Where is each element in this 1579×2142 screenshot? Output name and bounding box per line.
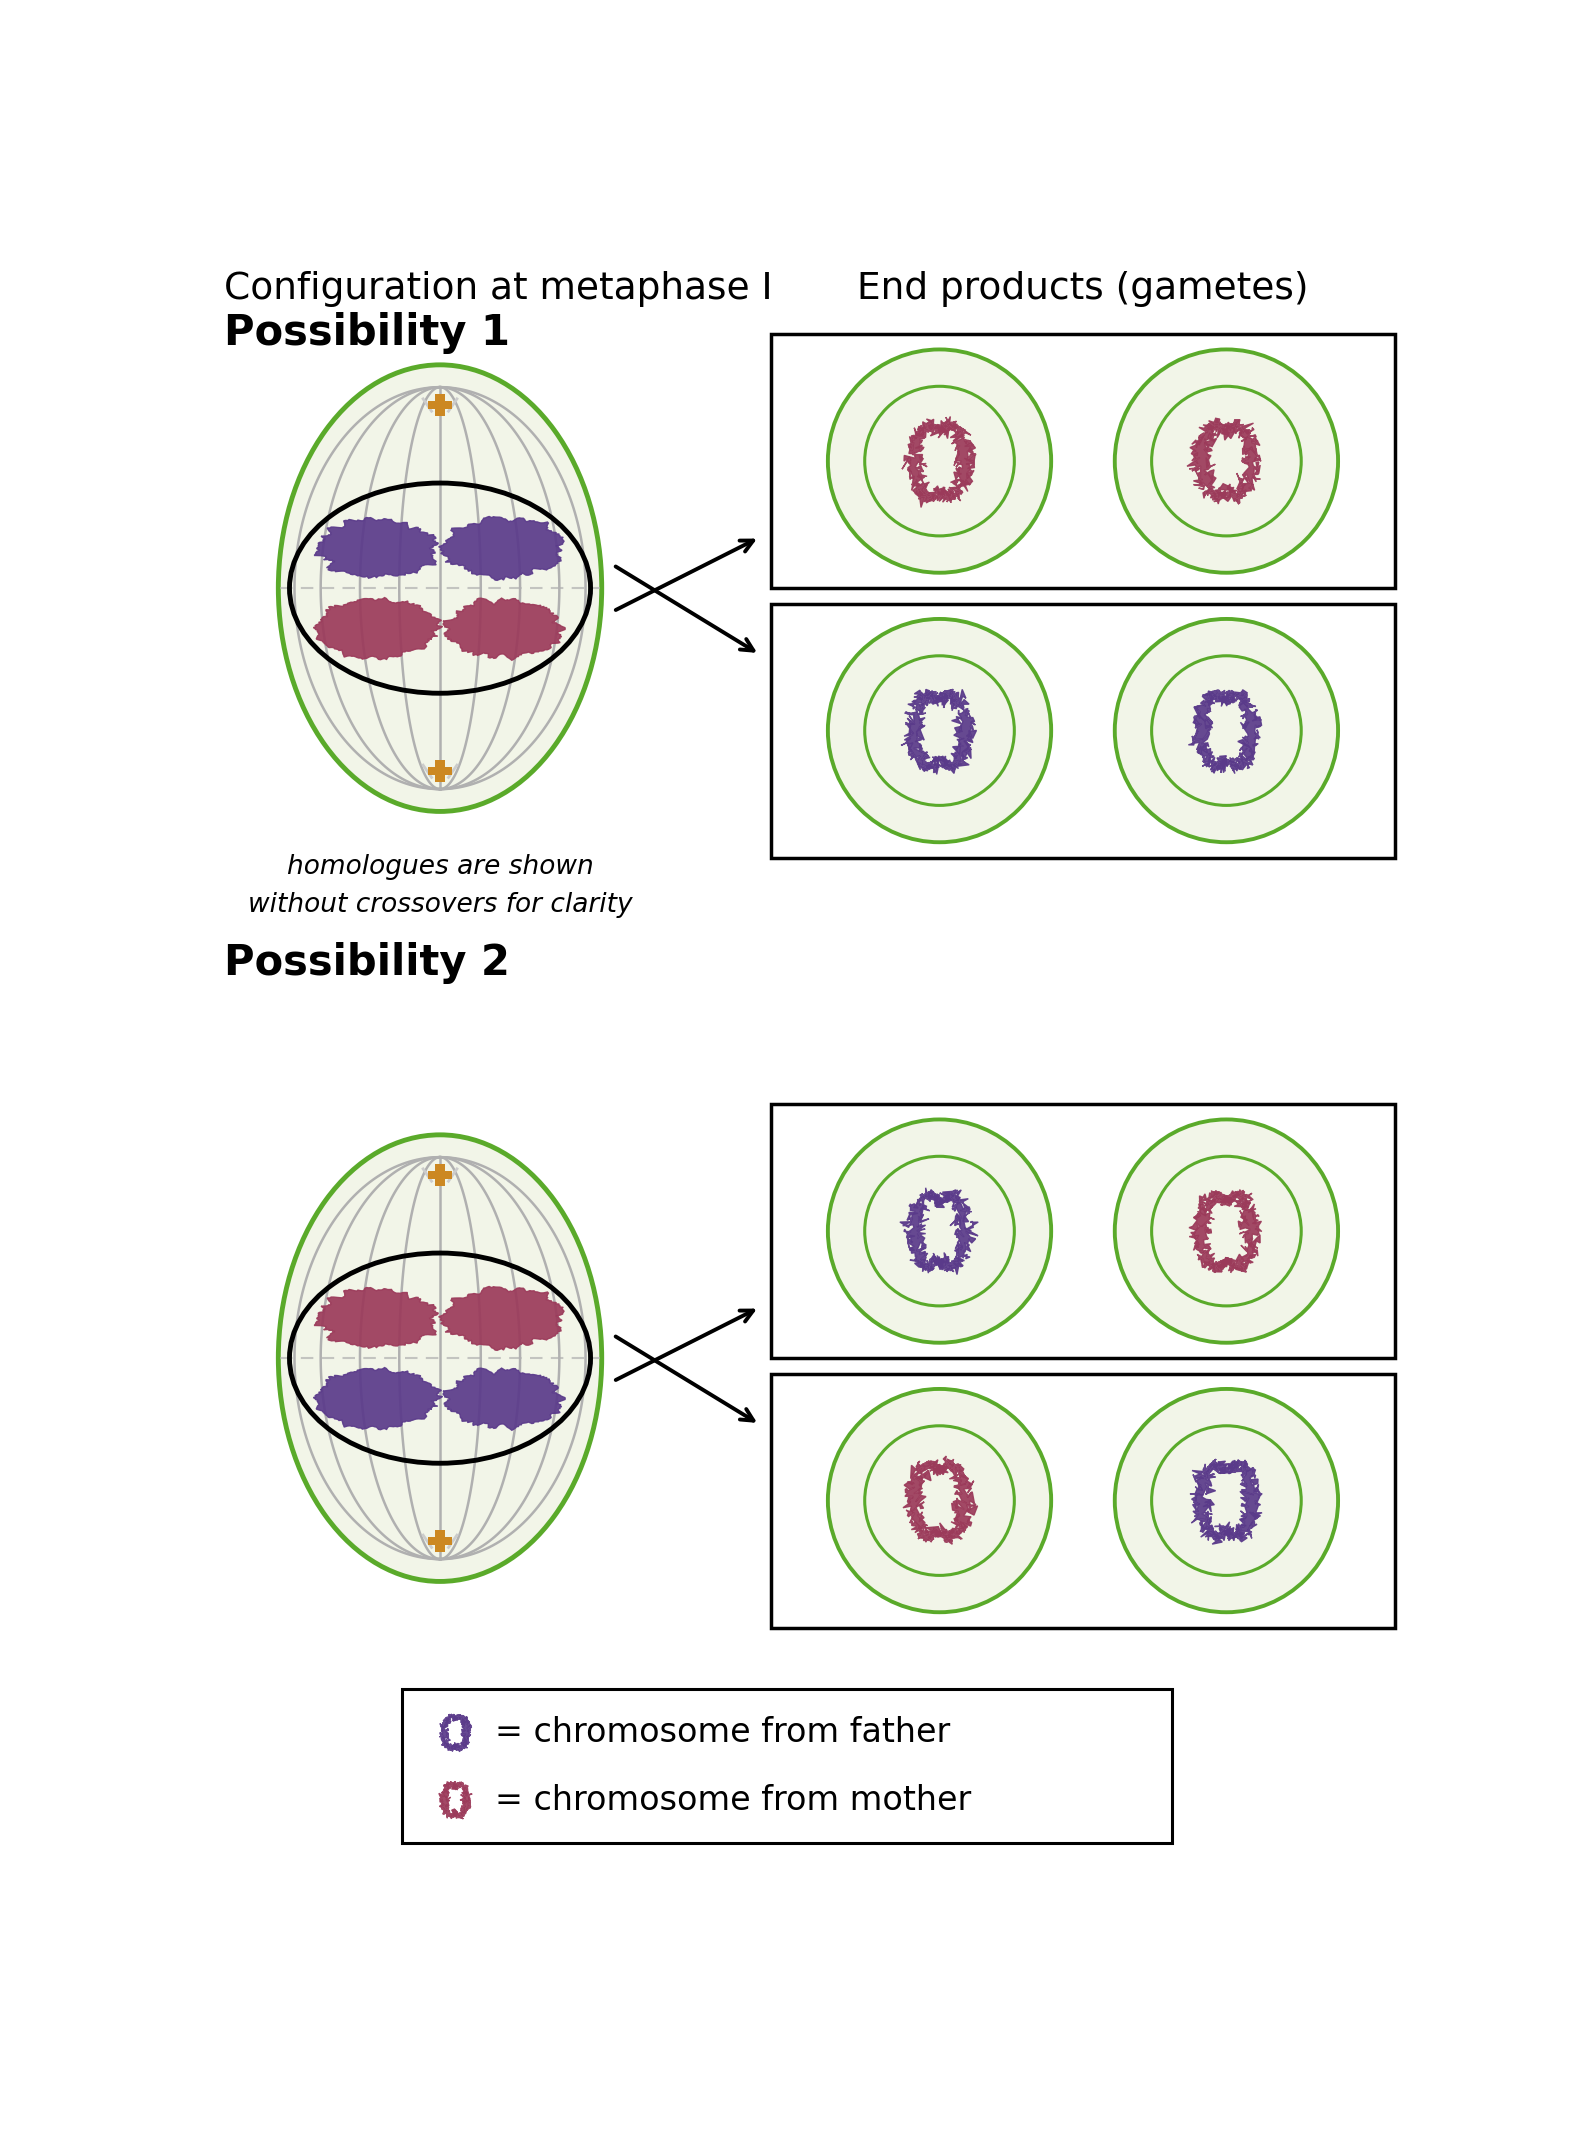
Circle shape xyxy=(827,349,1052,572)
Circle shape xyxy=(827,619,1052,842)
Polygon shape xyxy=(902,420,947,508)
Circle shape xyxy=(1115,1120,1337,1343)
Bar xyxy=(434,1165,445,1187)
Circle shape xyxy=(865,655,1014,805)
Text: homologues are shown
without crossovers for clarity: homologues are shown without crossovers … xyxy=(248,855,632,917)
Circle shape xyxy=(827,1388,1052,1613)
Polygon shape xyxy=(313,598,442,660)
Polygon shape xyxy=(1221,1459,1262,1542)
Circle shape xyxy=(827,1120,1052,1343)
Text: = chromosome from father: = chromosome from father xyxy=(496,1716,951,1748)
Circle shape xyxy=(1151,1427,1301,1574)
Bar xyxy=(401,1690,1172,1844)
Polygon shape xyxy=(439,1782,458,1819)
Polygon shape xyxy=(313,1367,442,1429)
Circle shape xyxy=(865,1427,1014,1574)
Ellipse shape xyxy=(278,364,602,812)
Circle shape xyxy=(865,1157,1014,1307)
Polygon shape xyxy=(932,690,976,773)
Bar xyxy=(434,394,445,416)
Polygon shape xyxy=(903,1459,947,1542)
Polygon shape xyxy=(1189,1191,1233,1272)
Polygon shape xyxy=(1191,1459,1235,1544)
Ellipse shape xyxy=(278,1135,602,1581)
Polygon shape xyxy=(439,1287,564,1349)
Circle shape xyxy=(1151,1157,1301,1307)
Text: Configuration at metaphase I: Configuration at metaphase I xyxy=(224,270,774,306)
Polygon shape xyxy=(930,1457,977,1544)
Bar xyxy=(434,760,445,782)
Bar xyxy=(434,1532,445,1553)
Polygon shape xyxy=(1187,418,1238,503)
Bar xyxy=(771,334,1394,589)
Bar xyxy=(428,767,452,775)
Bar xyxy=(771,1373,1394,1628)
Polygon shape xyxy=(452,1714,472,1752)
Polygon shape xyxy=(1189,690,1235,773)
Polygon shape xyxy=(314,518,439,578)
Text: = chromosome from mother: = chromosome from mother xyxy=(496,1784,971,1816)
Polygon shape xyxy=(933,1189,979,1274)
Polygon shape xyxy=(444,598,565,660)
Polygon shape xyxy=(439,516,564,580)
Polygon shape xyxy=(900,1189,949,1272)
Circle shape xyxy=(1115,619,1337,842)
Polygon shape xyxy=(1217,420,1260,503)
Polygon shape xyxy=(902,690,949,775)
Text: Possibility 1: Possibility 1 xyxy=(224,313,510,353)
Circle shape xyxy=(1151,386,1301,536)
Polygon shape xyxy=(452,1782,472,1819)
Bar xyxy=(428,1172,452,1178)
Bar xyxy=(428,401,452,409)
Polygon shape xyxy=(1221,1189,1262,1272)
Bar xyxy=(771,1103,1394,1358)
Polygon shape xyxy=(933,416,976,503)
Bar xyxy=(771,604,1394,857)
Polygon shape xyxy=(314,1287,439,1347)
Polygon shape xyxy=(1221,690,1262,773)
Polygon shape xyxy=(444,1369,565,1431)
Polygon shape xyxy=(439,1714,458,1750)
Circle shape xyxy=(1115,349,1337,572)
Text: End products (gametes): End products (gametes) xyxy=(857,270,1309,306)
Text: Possibility 2: Possibility 2 xyxy=(224,942,510,985)
Circle shape xyxy=(1151,655,1301,805)
Bar xyxy=(428,1538,452,1544)
Circle shape xyxy=(1115,1388,1337,1613)
Circle shape xyxy=(865,386,1014,536)
